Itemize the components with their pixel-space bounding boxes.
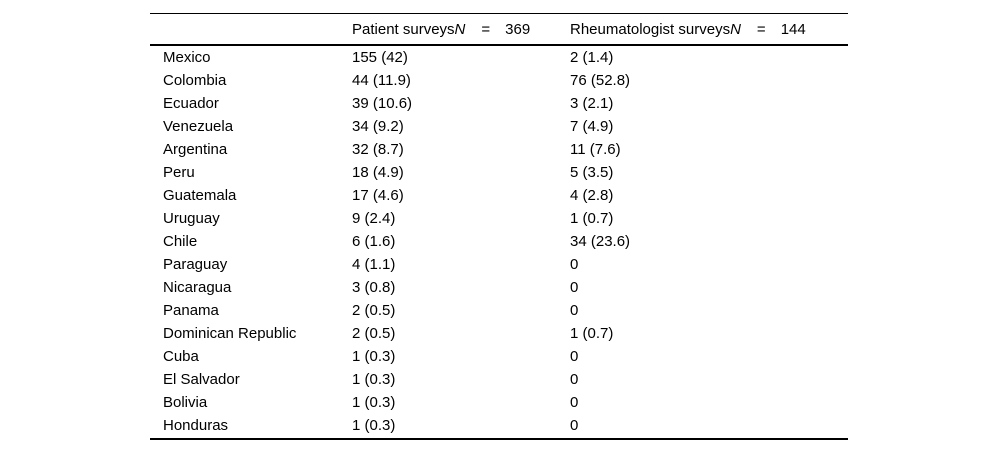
patient-count-cell: 9 (2.4) bbox=[352, 210, 396, 227]
rheumatologist-count-cell: 0 bbox=[570, 394, 579, 411]
patient-equals-sign: = bbox=[481, 20, 491, 38]
patient-count-cell: 155 (42) bbox=[352, 49, 408, 66]
patient-count-cell: 39 (10.6) bbox=[352, 95, 413, 112]
patient-count-cell: 2 (0.5) bbox=[352, 302, 396, 319]
table-row: Colombia 44 (11.9) 76 (52.8) bbox=[150, 69, 848, 92]
country-cell: Bolivia bbox=[163, 394, 208, 411]
country-cell: Venezuela bbox=[163, 118, 234, 135]
country-cell: Colombia bbox=[163, 72, 227, 89]
table-row: Honduras 1 (0.3) 0 bbox=[150, 414, 848, 437]
country-cell: Mexico bbox=[163, 49, 211, 66]
country-cell: Nicaragua bbox=[163, 279, 232, 296]
rheumatologist-count-cell: 0 bbox=[570, 348, 579, 365]
patient-count-cell: 1 (0.3) bbox=[352, 348, 396, 365]
table-row: Argentina 32 (8.7) 11 (7.6) bbox=[150, 138, 848, 161]
patient-count-cell: 1 (0.3) bbox=[352, 371, 396, 388]
country-cell: Dominican Republic bbox=[163, 325, 297, 342]
rheumatologist-surveys-label: Rheumatologist surveys bbox=[570, 20, 731, 38]
table-row: El Salvador 1 (0.3) 0 bbox=[150, 368, 848, 391]
rheumatologist-n-value: 144 bbox=[780, 20, 806, 38]
table-row: Peru 18 (4.9) 5 (3.5) bbox=[150, 161, 848, 184]
patient-count-cell: 4 (1.1) bbox=[352, 256, 396, 273]
country-cell: Chile bbox=[163, 233, 198, 250]
rheumatologist-count-cell: 34 (23.6) bbox=[570, 233, 631, 250]
rheumatologist-count-cell: 5 (3.5) bbox=[570, 164, 614, 181]
table-row: Mexico 155 (42) 2 (1.4) bbox=[150, 46, 848, 69]
country-cell: Guatemala bbox=[163, 187, 237, 204]
patient-count-cell: 44 (11.9) bbox=[352, 72, 411, 89]
rheumatologist-count-cell: 1 (0.7) bbox=[570, 325, 614, 342]
table-row: Ecuador 39 (10.6) 3 (2.1) bbox=[150, 92, 848, 115]
table-row: Chile 6 (1.6) 34 (23.6) bbox=[150, 230, 848, 253]
table-row: Nicaragua 3 (0.8) 0 bbox=[150, 276, 848, 299]
patient-count-cell: 2 (0.5) bbox=[352, 325, 396, 342]
table-row: Dominican Republic 2 (0.5) 1 (0.7) bbox=[150, 322, 848, 345]
table-header-row: Patient surveysN = 369 Rheumatologist surv… bbox=[150, 14, 848, 46]
survey-country-table: Patient surveysN = 369 Rheumatologist surv… bbox=[150, 13, 848, 440]
country-cell: El Salvador bbox=[163, 371, 240, 388]
patient-count-cell: 34 (9.2) bbox=[352, 118, 404, 135]
patient-count-cell: 1 (0.3) bbox=[352, 394, 396, 411]
patient-count-cell: 6 (1.6) bbox=[352, 233, 396, 250]
country-cell: Argentina bbox=[163, 141, 228, 158]
rheumatologist-count-cell: 2 (1.4) bbox=[570, 49, 614, 66]
patient-n-value: 369 bbox=[505, 20, 531, 38]
patient-count-cell: 32 (8.7) bbox=[352, 141, 404, 158]
table-body: Mexico 155 (42) 2 (1.4) Colombia 44 (11.… bbox=[150, 46, 848, 438]
table-row: Panama 2 (0.5) 0 bbox=[150, 299, 848, 322]
patient-surveys-label: Patient surveys bbox=[352, 20, 455, 38]
country-cell: Cuba bbox=[163, 348, 199, 365]
country-cell: Ecuador bbox=[163, 95, 219, 112]
rheumatologist-count-cell: 0 bbox=[570, 256, 579, 273]
rheumatologist-count-cell: 11 (7.6) bbox=[570, 141, 621, 158]
rheumatologist-count-cell: 0 bbox=[570, 417, 579, 434]
table-row: Bolivia 1 (0.3) 0 bbox=[150, 391, 848, 414]
country-cell: Uruguay bbox=[163, 210, 220, 227]
patient-count-cell: 18 (4.9) bbox=[352, 164, 404, 181]
rheumatologist-count-cell: 4 (2.8) bbox=[570, 187, 614, 204]
rheumatologist-equals-sign: = bbox=[756, 20, 766, 38]
patient-surveys-header: Patient surveysN = 369 bbox=[352, 21, 570, 38]
rheumatologist-count-cell: 3 (2.1) bbox=[570, 95, 614, 112]
table-row: Venezuela 34 (9.2) 7 (4.9) bbox=[150, 115, 848, 138]
rheumatologist-surveys-header: Rheumatologist surveysN = 144 bbox=[570, 21, 848, 38]
rheumatologist-count-cell: 1 (0.7) bbox=[570, 210, 614, 227]
rheumatologist-count-cell: 0 bbox=[570, 279, 579, 296]
rheumatologist-count-cell: 76 (52.8) bbox=[570, 72, 631, 89]
country-cell: Peru bbox=[163, 164, 195, 181]
table-row: Paraguay 4 (1.1) 0 bbox=[150, 253, 848, 276]
patient-count-cell: 3 (0.8) bbox=[352, 279, 396, 296]
patient-count-cell: 17 (4.6) bbox=[352, 187, 404, 204]
country-cell: Paraguay bbox=[163, 256, 228, 273]
rheumatologist-n-symbol: N bbox=[730, 20, 741, 38]
rheumatologist-count-cell: 0 bbox=[570, 371, 579, 388]
rheumatologist-count-cell: 0 bbox=[570, 302, 579, 319]
table-row: Guatemala 17 (4.6) 4 (2.8) bbox=[150, 184, 848, 207]
patient-count-cell: 1 (0.3) bbox=[352, 417, 396, 434]
country-cell: Panama bbox=[163, 302, 219, 319]
patient-n-symbol: N bbox=[454, 20, 466, 38]
table-row: Uruguay 9 (2.4) 1 (0.7) bbox=[150, 207, 848, 230]
rheumatologist-count-cell: 7 (4.9) bbox=[570, 118, 614, 135]
country-cell: Honduras bbox=[163, 417, 229, 434]
table-row: Cuba 1 (0.3) 0 bbox=[150, 345, 848, 368]
